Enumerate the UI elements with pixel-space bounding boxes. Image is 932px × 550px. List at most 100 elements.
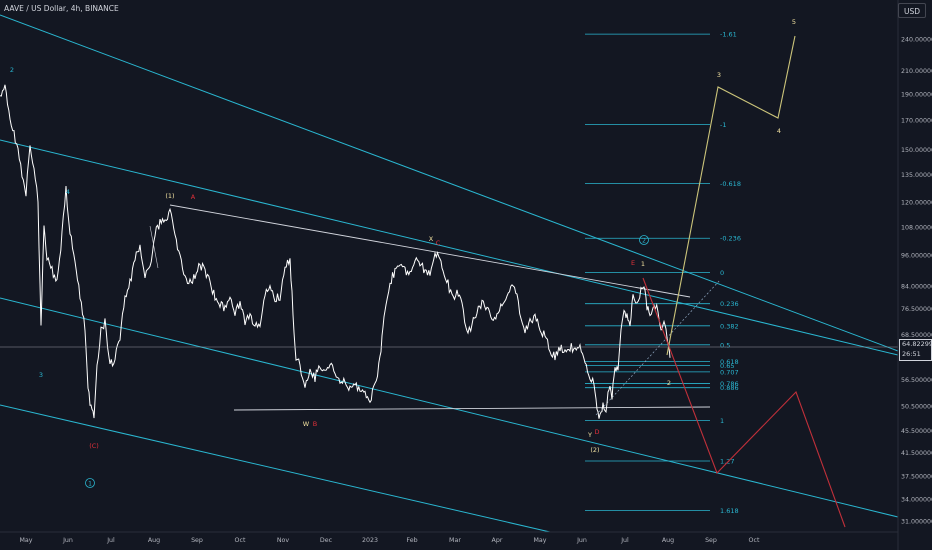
bar-countdown: 26:51 [902, 349, 921, 358]
wave-label: B [313, 420, 317, 428]
price-axis-tick: 150.000000 [901, 147, 932, 154]
time-axis-tick: Jul [620, 537, 629, 544]
time-axis-tick: Aug [148, 537, 160, 544]
wave-label: C [436, 239, 441, 247]
fib-level-label: 0.5 [720, 341, 730, 349]
projection-paths [149, 35, 846, 528]
price-axis-tick: 120.000000 [901, 200, 932, 207]
price-axis-tick: 96.000000 [901, 252, 932, 259]
wave-label: D [594, 428, 599, 436]
circled-wave-label: 1 [88, 480, 92, 487]
time-axis-tick: Jun [62, 537, 73, 544]
price-axis-tick: 240.000000 [901, 37, 932, 44]
time-axis-tick: Feb [406, 537, 417, 544]
wave-label: (C) [89, 442, 99, 450]
last-price-tag: 64.822995 26:51 [899, 339, 932, 361]
wave-label: 5 [792, 18, 796, 26]
fib-level-label: 0.65 [720, 362, 734, 370]
fib-level-label: 0.886 [720, 384, 739, 392]
time-axis-tick: 2023 [362, 537, 378, 544]
time-axis-tick: May [533, 537, 546, 544]
price-axis-tick: 135.000000 [901, 172, 932, 179]
circled-wave-ring [85, 478, 95, 488]
price-axis-tick: 84.000000 [901, 284, 932, 291]
fib-level-label: 1 [720, 417, 724, 425]
channel-line-1 [0, 139, 899, 356]
bearish-projection-path [642, 277, 846, 528]
price-axis-tick: 45.500000 [901, 428, 932, 435]
wave-label: 2 [667, 379, 671, 387]
time-axis-tick: Jul [106, 537, 115, 544]
wave-label: 2 [10, 66, 14, 74]
fib-level-label: 1.618 [720, 507, 739, 515]
time-axis-tick: Dec [320, 537, 333, 544]
channel-line-2 [0, 297, 899, 518]
fib-level-label: 0.707 [720, 368, 739, 376]
wave-label: 4 [777, 127, 781, 135]
wave-label: (2) [590, 446, 599, 454]
time-axis[interactable]: May Jun Jul Aug Sep Oct Nov Dec 2023 Feb Mar Apr May… [19, 537, 759, 544]
time-axis-tick: Sep [191, 537, 203, 544]
price-axis-tick: 108.000000 [901, 225, 932, 232]
price-axis-tick: 190.000000 [901, 92, 932, 99]
chart-title: AAVE / US Dollar, 4h, BINANCE [4, 4, 119, 13]
circled-wave-label: 2 [642, 237, 646, 244]
price-axis-tick: 68.500000 [901, 332, 932, 339]
time-axis-tick: Apr [492, 537, 503, 544]
fib-level-label: 0.382 [720, 322, 739, 330]
wave-label: 1 [641, 260, 645, 268]
price-axis-tick: 210.000000 [901, 68, 932, 75]
price-axis-tick: 41.500000 [901, 450, 932, 457]
wave-label: E [631, 259, 635, 267]
circled-wave-ring [639, 235, 649, 245]
wave-connector [149, 225, 159, 269]
fib-level-label: 0.618 [720, 358, 739, 366]
price-axis-tick: 31.000000 [901, 519, 932, 526]
wave-label: 3 [717, 71, 721, 79]
time-axis-tick: Aug [662, 537, 674, 544]
time-axis-tick: Jun [576, 537, 587, 544]
wave-label: 4 [66, 188, 70, 196]
time-axis-tick: Oct [235, 537, 246, 544]
price-axis-tick: 37.500000 [901, 474, 932, 481]
fib-retracement: -1.61-1-0.618-0.23600.2360.3820.50.6180.… [585, 31, 741, 515]
trend-lines [169, 204, 721, 416]
wave-label: 3 [39, 371, 43, 379]
channel-lines [0, 14, 899, 533]
fib-level-label: 0.236 [720, 300, 739, 308]
time-axis-tick: Nov [277, 537, 290, 544]
price-axis-tick: 56.500000 [901, 377, 932, 384]
wave-label: X [429, 235, 434, 243]
bullish-projection-path [666, 35, 796, 356]
fib-level-label: 0 [720, 269, 724, 277]
price-axis[interactable]: 31.000000 34.000000 37.500000 41.500000 45.5… [901, 37, 932, 526]
time-axis-tick: Mar [449, 537, 461, 544]
time-axis-tick: Oct [749, 537, 760, 544]
price-axis-tick: 34.000000 [901, 497, 932, 504]
trend-line-2 [233, 406, 711, 411]
channel-line-4 [0, 404, 551, 533]
price-axis-tick: 50.500000 [901, 404, 932, 411]
wave-label: W [303, 420, 310, 428]
fib-level-label: 1.27 [720, 457, 734, 465]
fib-level-label: -1.61 [720, 31, 737, 39]
fib-level-label: -0.618 [720, 180, 741, 188]
fib-level-label: -0.236 [720, 235, 741, 243]
fib-level-label: -1 [720, 121, 726, 129]
wave-label: (1) [165, 192, 174, 200]
price-axis-tick: 76.500000 [901, 306, 932, 313]
time-axis-tick: May [19, 537, 32, 544]
time-axis-tick: Sep [705, 537, 717, 544]
wave-label: Y [587, 431, 592, 439]
channel-line-3 [0, 14, 899, 352]
price-axis-tick: 170.000000 [901, 118, 932, 125]
wave-label: A [191, 193, 196, 201]
price-line [0, 84, 671, 419]
dotted-trend-line [595, 279, 721, 416]
price-series [0, 84, 671, 419]
trend-line-1 [169, 204, 691, 298]
last-price-value: 64.822995 [902, 340, 932, 348]
currency-button[interactable]: USD [898, 3, 926, 18]
